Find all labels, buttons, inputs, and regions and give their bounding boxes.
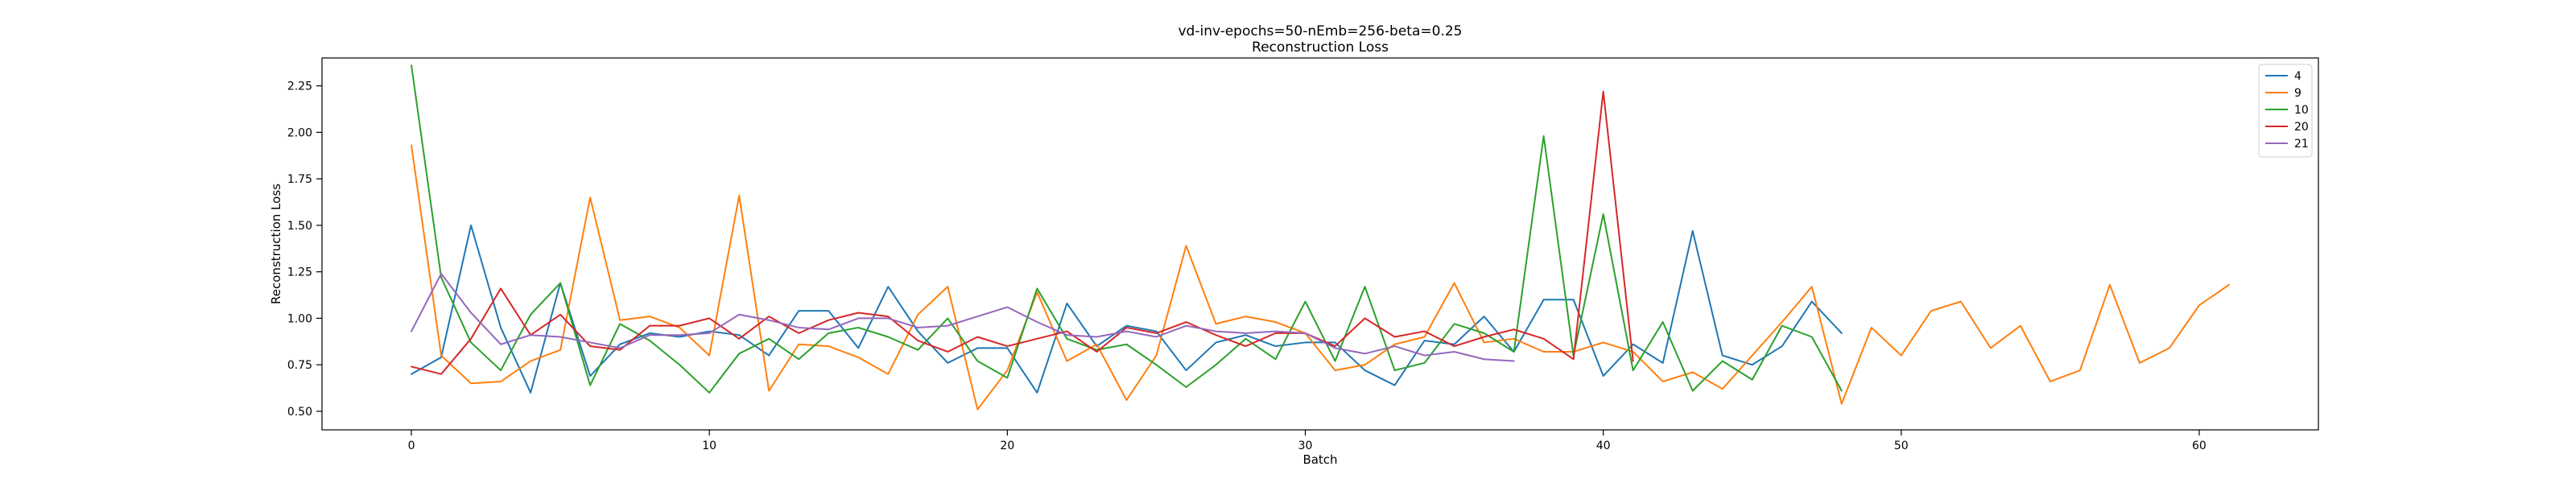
chart-subtitle: Reconstruction Loss — [1252, 39, 1389, 56]
y-tick-label: 1.50 — [287, 220, 312, 233]
y-axis-ticks: 0.50 0.75 1.00 1.25 1.50 1.75 2.00 2.25 — [287, 80, 322, 419]
legend: 4 9 10 20 21 — [2258, 64, 2313, 158]
y-tick-label: 1.25 — [287, 266, 312, 279]
legend-box — [2258, 64, 2313, 158]
series-line-21 — [411, 272, 1515, 362]
x-tick-label: 50 — [1894, 440, 1909, 452]
x-tick-label: 20 — [1000, 440, 1014, 452]
x-tick-label: 60 — [2192, 440, 2207, 452]
x-tick-label: 40 — [1596, 440, 1611, 452]
x-tick-label: 30 — [1298, 440, 1313, 452]
plot-frame — [321, 57, 2319, 431]
y-tick-label: 2.00 — [287, 126, 312, 139]
y-tick-label: 1.75 — [287, 173, 312, 186]
x-tick-label: 10 — [702, 440, 716, 452]
y-tick-label: 2.25 — [287, 80, 312, 93]
series-line-10 — [411, 64, 1843, 394]
legend-label-9: 9 — [2294, 87, 2301, 100]
series-line-9 — [411, 144, 2230, 411]
y-tick-label: 1.00 — [287, 312, 312, 325]
series-layer — [411, 64, 2230, 411]
x-axis-label: Batch — [1302, 452, 1337, 467]
x-tick-label: 0 — [408, 440, 415, 452]
x-axis-ticks: 0 10 20 30 40 50 60 — [408, 430, 2207, 452]
legend-label-4: 4 — [2294, 70, 2301, 83]
series-line-4 — [411, 224, 1843, 394]
series-line-20 — [411, 90, 1634, 375]
y-tick-label: 0.75 — [287, 359, 312, 372]
y-tick-label: 0.50 — [287, 406, 312, 419]
legend-label-21: 21 — [2294, 138, 2309, 151]
chart-title: vd-inv-epochs=50-nEmb=256-beta=0.25 — [1179, 23, 1463, 39]
legend-label-20: 20 — [2294, 121, 2309, 134]
y-axis-label: Reconstruction Loss — [269, 184, 283, 304]
legend-label-10: 10 — [2294, 104, 2309, 117]
